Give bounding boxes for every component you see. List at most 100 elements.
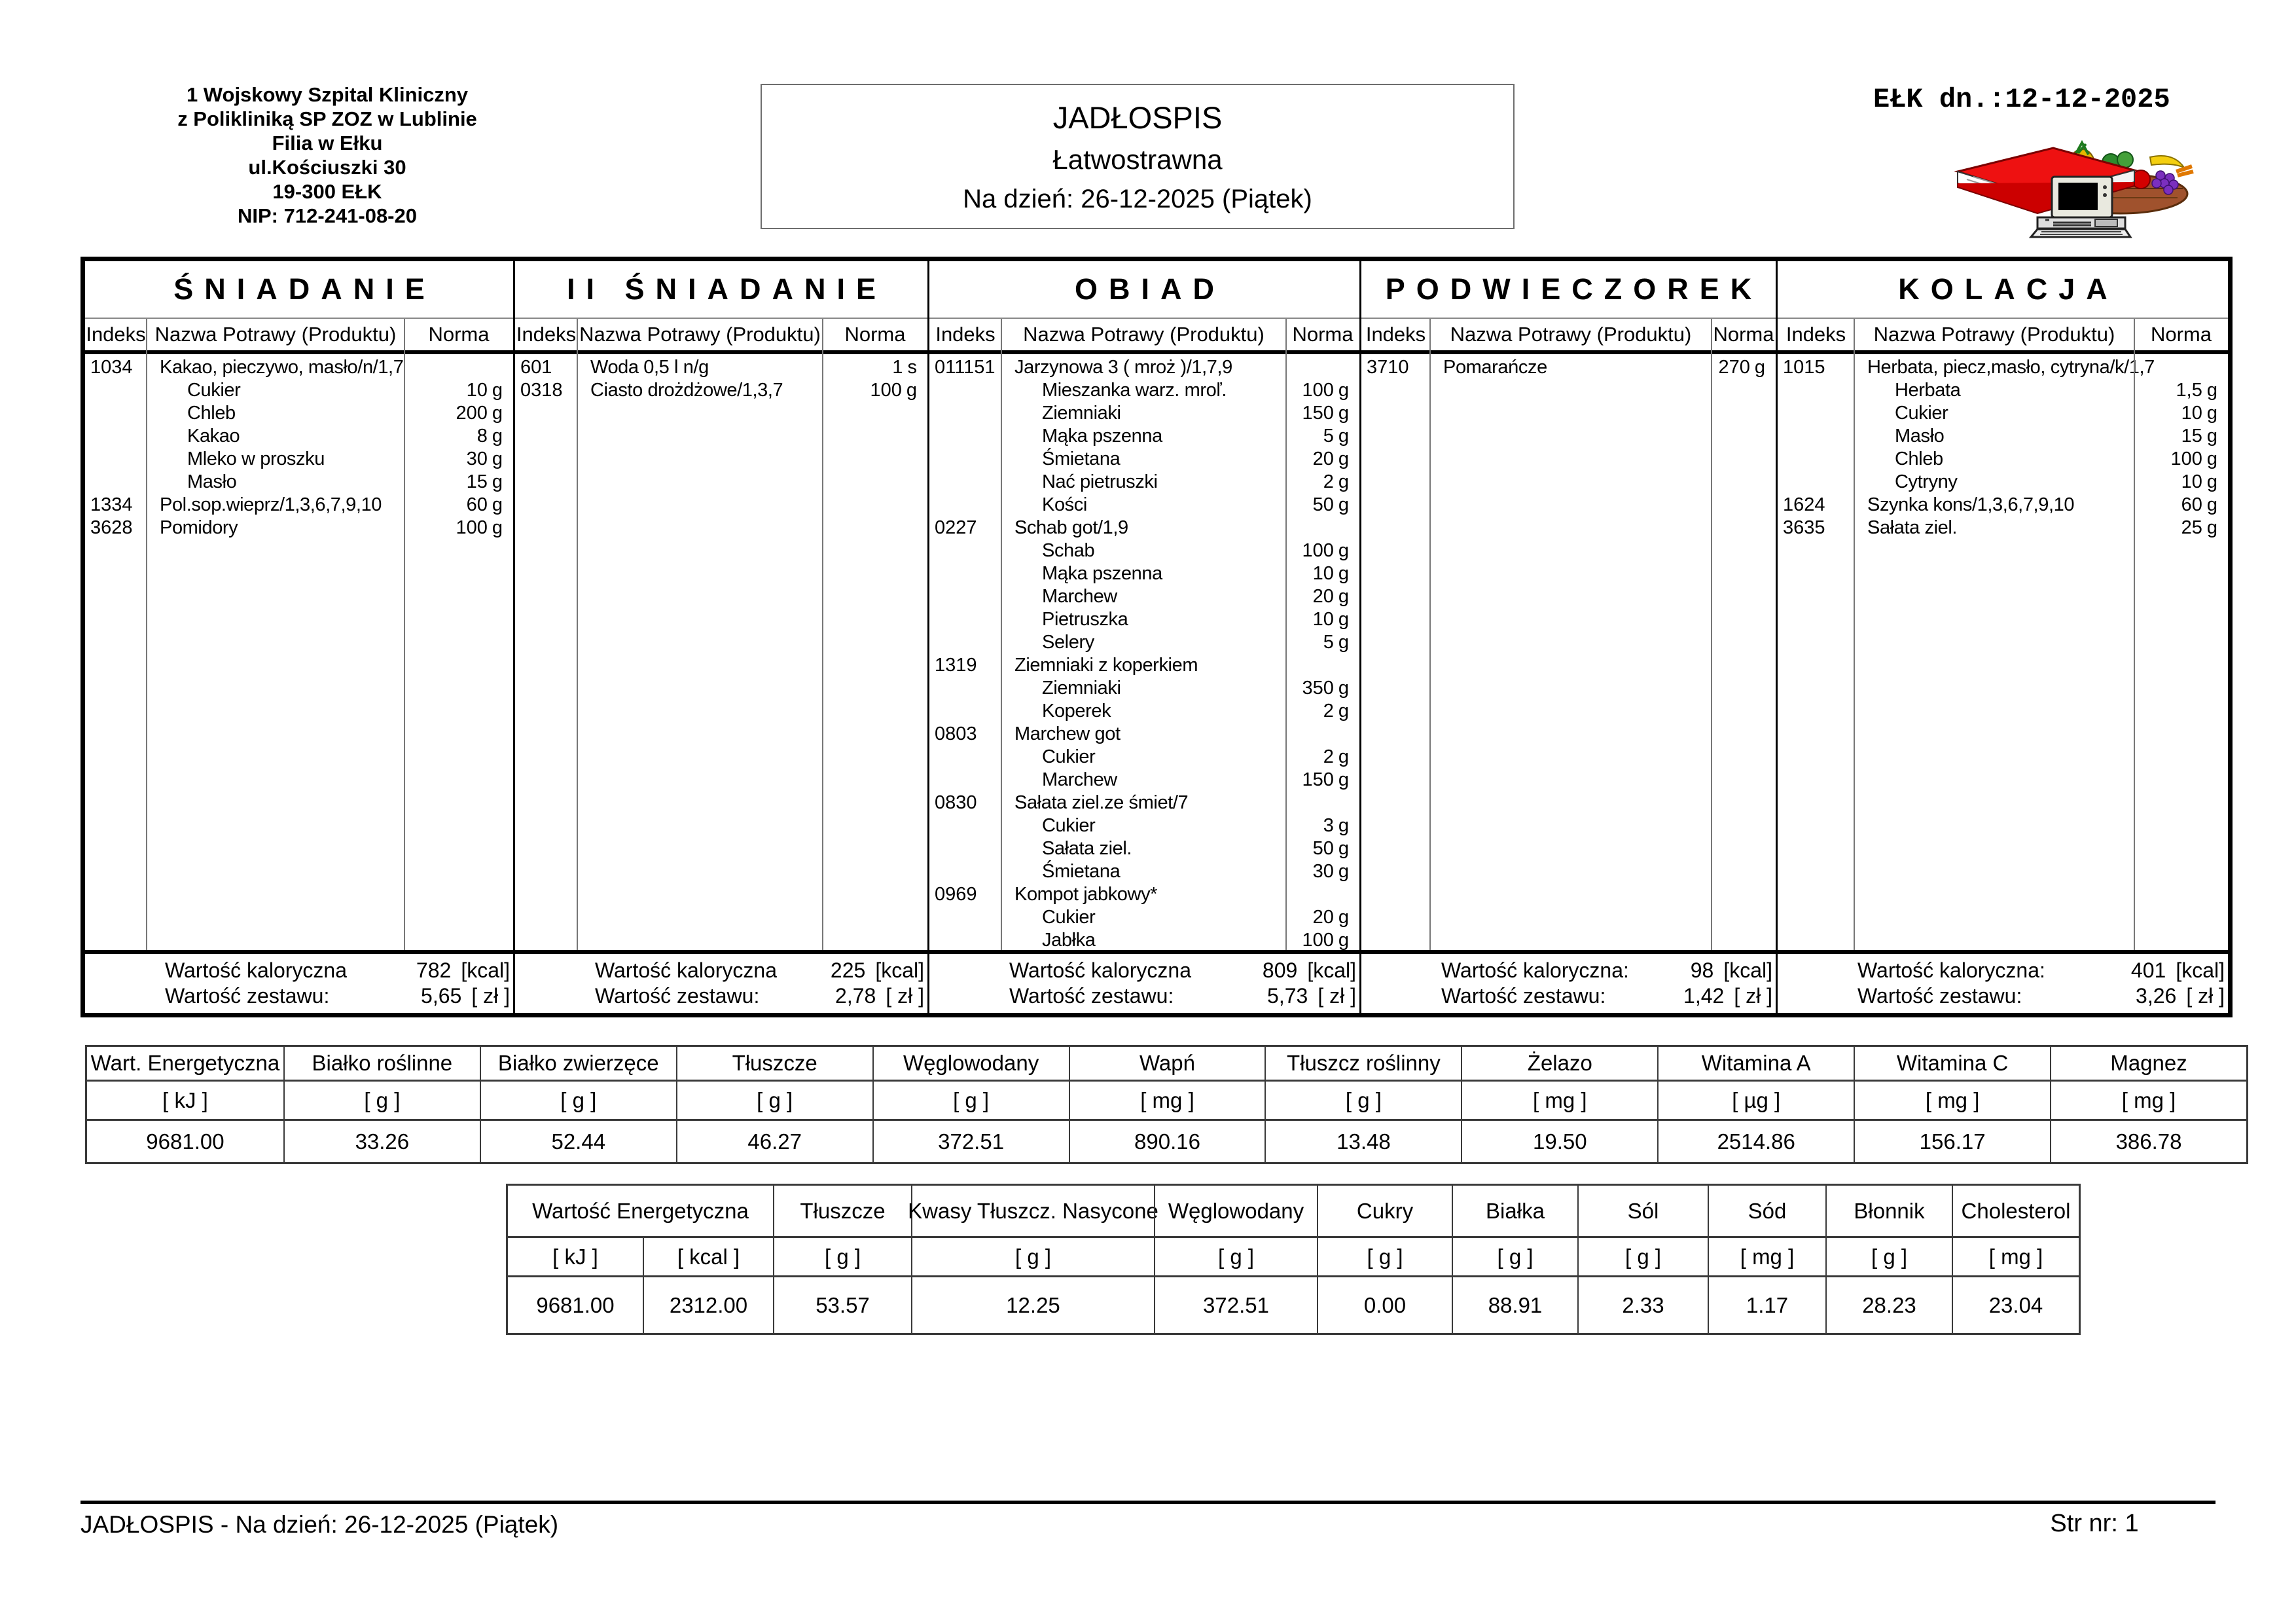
menu-item-row: Nać pietruszki 2 g — [929, 471, 1359, 494]
norm-unit: g — [2206, 448, 2217, 469]
col-header-indeks: Indeks — [1785, 323, 1846, 346]
nutrient-unit: [ g ] — [479, 1080, 676, 1119]
kcal-unit: [kcal] — [1723, 958, 1772, 982]
nutrient-label: Witamina A — [1657, 1047, 1854, 1080]
nutrient-label: Białko roślinne — [283, 1047, 480, 1080]
col-header-indeks: Indeks — [935, 323, 996, 346]
norm-unit: g — [2206, 426, 2217, 447]
norm-unit: g — [492, 403, 503, 424]
kcal-label: Wartość kaloryczna: — [1441, 958, 1629, 982]
item-norm: 150 g — [1286, 403, 1359, 424]
item-norm: 10 g — [2134, 471, 2228, 493]
item-norm: 270 g — [1712, 357, 1776, 378]
menu-item-row: Cukier 2 g — [929, 746, 1359, 769]
item-name: Marchew got — [1014, 723, 1121, 744]
cost-value: 2,78 [ zł ] — [835, 984, 927, 1008]
col-header-name: Nazwa Potrawy (Produktu) — [1450, 323, 1692, 346]
meal-items: 1015 Herbata, piecz,masło, cytryna/k/1,7 H… — [1778, 354, 2228, 950]
nutrient-value: 0.00 — [1317, 1275, 1452, 1333]
kcal-label: Wartość kaloryczna — [595, 958, 777, 982]
nutrient-label: Białko zwierzęce — [479, 1047, 676, 1080]
item-index: 3635 — [1783, 517, 1825, 538]
kcal-number: 809 — [1262, 958, 1298, 982]
norm-unit: g — [1338, 426, 1349, 447]
norm-value: 2 — [1323, 746, 1334, 767]
meal-cost-row: Wartość zestawu: 2,78 [ zł ] — [515, 984, 927, 1008]
nutrient-value: 28.23 — [1825, 1275, 1952, 1333]
meal-kcal-row: Wartość kaloryczna 225 [kcal] — [515, 958, 927, 983]
item-index: 0830 — [935, 792, 977, 813]
col-header-indeks: Indeks — [1365, 323, 1426, 346]
nutrient-label: Błonnik — [1825, 1186, 1952, 1236]
norm-unit: g — [2206, 517, 2217, 538]
col-header-indeks: Indeks — [516, 323, 577, 346]
norm-value: 15 — [2181, 426, 2202, 447]
kcal-label: Wartość kaloryczna — [1009, 958, 1191, 982]
item-norm: 100 g — [823, 380, 927, 401]
norm-unit: g — [2206, 471, 2217, 492]
nutrient-unit: [ g ] — [1317, 1236, 1452, 1275]
norm-value: 100 — [870, 380, 902, 401]
nutrient-value: 372.51 — [1154, 1275, 1317, 1333]
col-header-name: Nazwa Potrawy (Produktu) — [1023, 323, 1265, 346]
item-name: Chleb — [1895, 448, 1943, 469]
kcal-unit: [kcal] — [461, 958, 510, 982]
cost-number: 5,73 — [1267, 984, 1308, 1008]
menu-item-row: Jabłka 100 g — [929, 929, 1359, 950]
menu-item-row: Cukier 10 g — [1778, 402, 2228, 425]
item-name: Mąka pszenna — [1042, 563, 1162, 584]
norm-value: 100 — [456, 517, 488, 538]
item-index: 601 — [520, 357, 552, 378]
item-norm: 10 g — [404, 380, 513, 401]
nutrient-unit: [ g ] — [1452, 1236, 1577, 1275]
norm-unit: g — [492, 426, 503, 447]
norm-unit: g — [492, 448, 503, 469]
place-date-stamp: EŁK dn.:12-12-2025 — [1873, 84, 2170, 115]
nutrient-unit: [ mg ] — [2050, 1080, 2246, 1119]
menu-item-row: 1319 Ziemniaki z koperkiem — [929, 654, 1359, 677]
nutrient-unit: [ g ] — [283, 1080, 480, 1119]
item-norm: 15 g — [404, 471, 513, 493]
menu-item-row: Masło 15 g — [1778, 425, 2228, 448]
cost-label: Wartość zestawu: — [1857, 984, 2022, 1008]
norm-unit: g — [1338, 701, 1349, 721]
nutrient-unit: [ mg ] — [1854, 1080, 2051, 1119]
norm-value: 10 — [2181, 471, 2202, 492]
item-name: Marchew — [1042, 586, 1117, 607]
item-name: Herbata, piecz,masło, cytryna/k/1,7 — [1867, 357, 2155, 378]
item-index: 3710 — [1367, 357, 1409, 378]
nutrient-unit: [ g ] — [1265, 1080, 1462, 1119]
menu-item-row: 0803 Marchew got — [929, 723, 1359, 746]
item-name: Selery — [1042, 632, 1094, 653]
norm-unit: g — [1338, 609, 1349, 630]
norm-unit: g — [1338, 861, 1349, 882]
item-name: Kakao — [187, 426, 240, 447]
nutrient-label: Tłuszcze — [773, 1186, 911, 1236]
page-number: Str nr: 1 — [2050, 1510, 2139, 1537]
item-norm: 15 g — [2134, 426, 2228, 447]
norm-value: 100 — [1302, 930, 1334, 950]
norm-value: 20 — [1312, 448, 1334, 469]
meal-summary: Wartość kaloryczna 225 [kcal] Wartość zesta… — [515, 950, 927, 1013]
nutrient-label: Węglowodany — [872, 1047, 1069, 1080]
org-address-line-2: z Polikliniką SP ZOZ w Lublinie — [177, 107, 477, 130]
menu-item-row: Koperek 2 g — [929, 700, 1359, 723]
item-norm: 60 g — [2134, 494, 2228, 516]
item-norm: 25 g — [2134, 517, 2228, 539]
meal-kcal-row: Wartość kaloryczna: 98 [kcal] — [1361, 958, 1776, 983]
menu-item-row: Marchew 150 g — [929, 769, 1359, 792]
item-norm: 100 g — [1286, 540, 1359, 562]
kcal-value: 98 [kcal] — [1691, 958, 1776, 983]
item-index: 0227 — [935, 517, 977, 538]
nutrient-label: Żelazo — [1461, 1047, 1657, 1080]
item-norm: 30 g — [404, 448, 513, 470]
item-index: 1334 — [90, 494, 133, 515]
menu-item-row: 1015 Herbata, piecz,masło, cytryna/k/1,7 — [1778, 356, 2228, 379]
nutrient-value: 23.04 — [1952, 1275, 2079, 1333]
norm-unit: g — [1338, 838, 1349, 859]
cost-unit: [ zł ] — [2186, 984, 2225, 1008]
kcal-number: 782 — [416, 958, 452, 982]
